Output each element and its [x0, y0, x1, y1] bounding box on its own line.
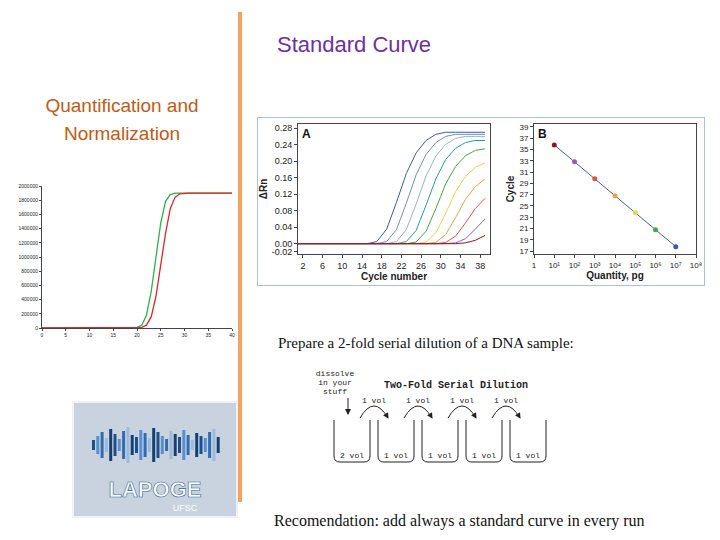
svg-text:200000: 200000 — [21, 311, 38, 317]
svg-text:-0.02: -0.02 — [272, 247, 293, 257]
svg-text:10⁴: 10⁴ — [609, 261, 622, 270]
svg-text:10⁶: 10⁶ — [649, 261, 661, 270]
svg-text:2 vol: 2 vol — [340, 451, 364, 460]
svg-text:1 vol: 1 vol — [384, 451, 408, 460]
svg-text:1400000: 1400000 — [19, 225, 39, 231]
svg-text:1 vol: 1 vol — [428, 451, 452, 460]
svg-text:0.08: 0.08 — [275, 206, 293, 216]
svg-text:15: 15 — [110, 332, 116, 338]
svg-text:A: A — [302, 127, 311, 141]
svg-text:Quantity, pg: Quantity, pg — [586, 270, 644, 281]
svg-text:LAPOGE: LAPOGE — [109, 477, 202, 502]
svg-text:10: 10 — [337, 261, 347, 271]
svg-text:14: 14 — [357, 261, 367, 271]
svg-text:0: 0 — [35, 325, 38, 331]
svg-text:10⁷: 10⁷ — [670, 261, 682, 270]
svg-text:1 vol: 1 vol — [362, 396, 386, 405]
svg-text:1 vol: 1 vol — [494, 396, 518, 405]
svg-text:1 vol: 1 vol — [472, 451, 496, 460]
svg-text:37: 37 — [519, 134, 528, 143]
svg-text:1200000: 1200000 — [19, 240, 39, 246]
svg-text:5: 5 — [64, 332, 67, 338]
svg-text:38: 38 — [475, 261, 485, 271]
svg-text:stuff: stuff — [323, 387, 347, 396]
svg-text:1000000: 1000000 — [19, 254, 39, 260]
svg-text:10: 10 — [87, 332, 93, 338]
svg-text:800000: 800000 — [21, 268, 38, 274]
svg-text:0: 0 — [41, 332, 44, 338]
svg-text:10¹: 10¹ — [548, 261, 560, 270]
svg-text:19: 19 — [519, 236, 528, 245]
svg-text:31: 31 — [519, 168, 528, 177]
svg-text:in your: in your — [318, 378, 352, 387]
svg-text:Two-Fold Serial Dilution: Two-Fold Serial Dilution — [384, 380, 528, 391]
svg-text:23: 23 — [519, 213, 528, 222]
svg-text:Normalization: Normalization — [64, 123, 180, 144]
svg-text:27: 27 — [519, 190, 528, 199]
svg-text:25: 25 — [519, 202, 528, 211]
svg-text:26: 26 — [416, 261, 426, 271]
svg-text:10⁵: 10⁵ — [629, 261, 641, 270]
svg-text:2: 2 — [300, 261, 305, 271]
svg-text:1 vol: 1 vol — [406, 396, 430, 405]
svg-text:Cycle: Cycle — [505, 175, 516, 202]
svg-text:20: 20 — [134, 332, 140, 338]
svg-text:34: 34 — [455, 261, 465, 271]
svg-text:22: 22 — [396, 261, 406, 271]
svg-text:0.00: 0.00 — [275, 239, 293, 249]
svg-text:1800000: 1800000 — [19, 197, 39, 203]
svg-text:dissolve: dissolve — [316, 369, 355, 378]
svg-text:21: 21 — [519, 224, 528, 233]
svg-text:600000: 600000 — [21, 282, 38, 288]
svg-text:10²: 10² — [569, 261, 581, 270]
svg-text:0.16: 0.16 — [275, 173, 293, 183]
svg-text:B: B — [538, 127, 547, 141]
svg-text:0.24: 0.24 — [275, 140, 293, 150]
svg-text:29: 29 — [519, 179, 528, 188]
svg-text:ΔRn: ΔRn — [258, 179, 269, 200]
svg-text:0.04: 0.04 — [275, 222, 293, 232]
svg-text:1600000: 1600000 — [19, 211, 39, 217]
svg-text:Recomendation: add always a st: Recomendation: add always a standard cur… — [274, 512, 645, 530]
svg-text:UFSC: UFSC — [173, 503, 198, 513]
svg-text:Cycle number: Cycle number — [361, 271, 427, 282]
svg-text:2000000: 2000000 — [19, 183, 39, 189]
svg-text:0.20: 0.20 — [275, 156, 293, 166]
svg-text:0.12: 0.12 — [275, 189, 293, 199]
svg-text:Quantification and: Quantification and — [45, 95, 198, 116]
svg-text:17: 17 — [519, 247, 528, 256]
svg-text:1 vol: 1 vol — [516, 451, 540, 460]
svg-text:Prepare a 2-fold serial diluti: Prepare a 2-fold serial dilution of a DN… — [278, 335, 574, 351]
svg-text:35: 35 — [519, 145, 528, 154]
svg-text:10⁸: 10⁸ — [690, 261, 702, 270]
svg-text:18: 18 — [377, 261, 387, 271]
svg-text:30: 30 — [182, 332, 188, 338]
svg-text:6: 6 — [320, 261, 325, 271]
svg-text:1 vol: 1 vol — [450, 396, 474, 405]
svg-text:40: 40 — [229, 332, 235, 338]
svg-text:0.28: 0.28 — [275, 123, 293, 133]
svg-text:Standard Curve: Standard Curve — [277, 32, 431, 57]
svg-text:25: 25 — [158, 332, 164, 338]
svg-text:30: 30 — [436, 261, 446, 271]
svg-text:35: 35 — [205, 332, 211, 338]
svg-text:33: 33 — [519, 157, 528, 166]
svg-text:10³: 10³ — [589, 261, 601, 270]
svg-text:1: 1 — [532, 261, 537, 270]
svg-text:400000: 400000 — [21, 296, 38, 302]
svg-text:39: 39 — [519, 123, 528, 132]
